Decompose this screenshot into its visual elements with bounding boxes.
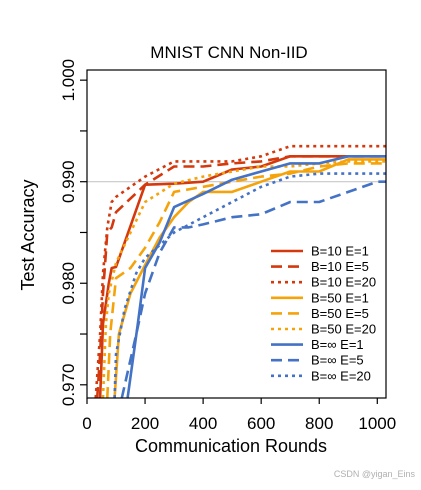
x-tick-label: 0 xyxy=(82,414,91,433)
legend-label: B=∞ E=1 xyxy=(311,337,364,352)
legend-label: B=50 E=20 xyxy=(311,322,376,337)
legend-label: B=∞ E=20 xyxy=(311,368,371,383)
legend-label: B=10 E=1 xyxy=(311,244,369,259)
legend: B=10 E=1B=10 E=5B=10 E=20B=50 E=1B=50 E=… xyxy=(271,244,376,383)
y-axis-label: Test Accuracy xyxy=(18,179,38,290)
y-tick-label: 1.000 xyxy=(59,59,78,102)
y-tick-label: 0.980 xyxy=(59,262,78,305)
series-line xyxy=(120,180,386,398)
x-axis-label: Communication Rounds xyxy=(135,436,327,456)
y-axis: 0.970 0.980 0.990 1.000 xyxy=(59,59,87,406)
legend-label: B=10 E=20 xyxy=(311,275,376,290)
series-line xyxy=(94,144,386,398)
series-line xyxy=(98,155,386,398)
series-line xyxy=(126,155,386,398)
x-tick-label: 600 xyxy=(247,414,275,433)
y-tick-label: 0.990 xyxy=(59,160,78,203)
x-tick-label: 1000 xyxy=(358,414,396,433)
chart-title: MNIST CNN Non-IID xyxy=(150,43,307,62)
series-line xyxy=(95,155,386,398)
y-tick-label: 0.970 xyxy=(59,364,78,407)
legend-label: B=10 E=5 xyxy=(311,259,369,274)
x-tick-label: 800 xyxy=(305,414,333,433)
plot-frame xyxy=(86,69,387,399)
x-tick-label: 200 xyxy=(131,414,159,433)
legend-label: B=∞ E=5 xyxy=(311,353,364,368)
series-line xyxy=(106,162,386,398)
watermark-text: CSDN @yigan_Eins xyxy=(333,469,415,479)
series-lines xyxy=(94,144,386,398)
legend-label: B=50 E=5 xyxy=(311,306,369,321)
x-tick-label: 400 xyxy=(189,414,217,433)
legend-label: B=50 E=1 xyxy=(311,290,369,305)
x-axis: 0 200 400 600 800 1000 xyxy=(82,398,396,433)
